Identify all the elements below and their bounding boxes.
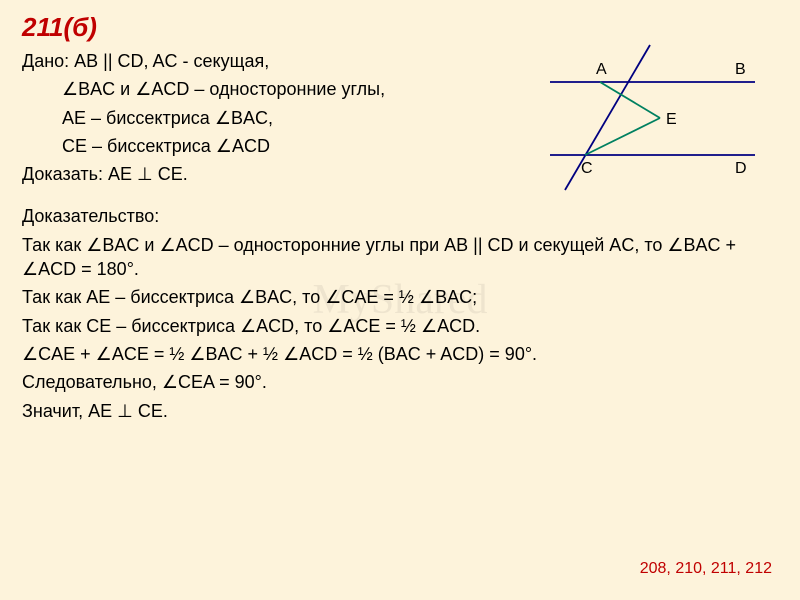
svg-text:B: B [735, 61, 746, 78]
given-line-3: AE – биссектриса BAC, [22, 106, 482, 130]
angle-icon [216, 136, 232, 156]
given-main: AB || CD, AC - секущая, [74, 51, 269, 71]
svg-text:D: D [735, 160, 747, 177]
footer-reference: 208, 210, 211, 212 [640, 560, 772, 578]
proof-step-2: Так как AE – биссектриса BAC, то CAE = B… [22, 285, 742, 309]
angle-icon [22, 344, 38, 364]
proof-step-4: CAE + ACE = BAC + ACD = (BAC + ACD) = 90… [22, 342, 742, 366]
proof-step-1: Так как BAC и ACD – односторонние углы п… [22, 233, 742, 282]
angle-icon [159, 235, 175, 255]
half-icon [358, 344, 373, 364]
given-line-2: BAC и ACD – односторонние углы, [22, 77, 482, 101]
given-line-4: CE – биссектриса ACD [22, 134, 482, 158]
angle-icon [325, 287, 341, 307]
perp-icon [137, 164, 153, 184]
geometry-diagram: A B C D E [530, 40, 770, 200]
angle-icon [86, 235, 102, 255]
angle-icon [419, 287, 435, 307]
half-icon [169, 344, 184, 364]
half-icon [401, 316, 416, 336]
angle-icon [239, 287, 255, 307]
angle-icon [667, 235, 683, 255]
svg-text:C: C [581, 160, 593, 177]
prove-label: Доказать: [22, 164, 103, 184]
proof-step-3: Так как CE – биссектриса ACD, то ACE = A… [22, 314, 742, 338]
half-icon [399, 287, 414, 307]
angle-icon [421, 316, 437, 336]
svg-text:A: A [596, 61, 607, 78]
angle-icon [327, 316, 343, 336]
angle-icon [162, 372, 178, 392]
problem-title: 211(б) [22, 12, 778, 43]
proof-label: Доказательство: [22, 204, 742, 228]
angle-icon [62, 79, 78, 99]
half-icon [263, 344, 278, 364]
angle-icon [135, 79, 151, 99]
proof-step-5: Следовательно, CEA = 90. [22, 370, 742, 394]
perp-icon [117, 401, 133, 421]
angle-icon [283, 344, 299, 364]
angle-icon [240, 316, 256, 336]
given-label: Дано: [22, 51, 69, 71]
proof-step-6: Значит, AE CE. [22, 399, 742, 423]
angle-icon [96, 344, 112, 364]
angle-icon [215, 108, 231, 128]
svg-text:E: E [666, 111, 677, 128]
angle-icon [189, 344, 205, 364]
angle-icon [22, 259, 38, 279]
